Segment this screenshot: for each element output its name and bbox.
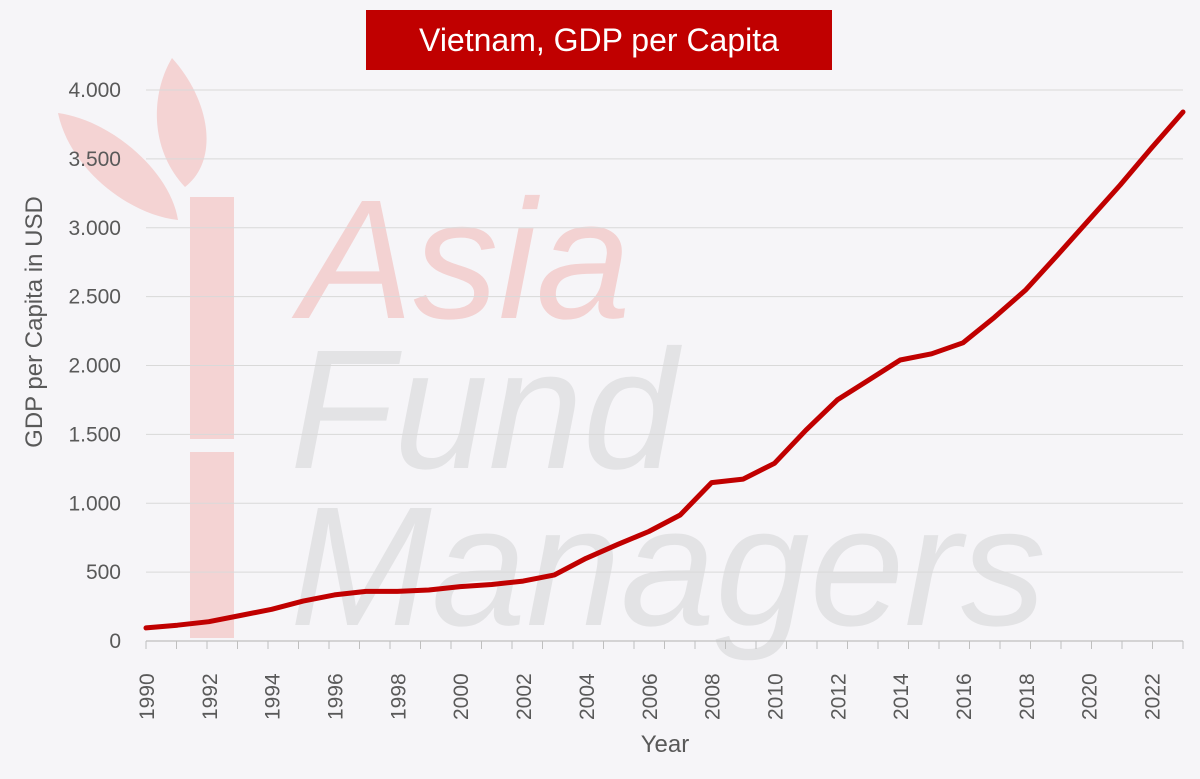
x-tick-label: 2018 <box>1016 673 1039 720</box>
chart-title: Vietnam, GDP per Capita <box>419 22 779 58</box>
gridlines <box>146 89 1183 573</box>
x-tick-label: 2022 <box>1142 673 1165 720</box>
y-tick-label: 3.500 <box>68 148 121 171</box>
y-tick-label: 1.500 <box>68 423 121 446</box>
y-axis: 0 500 1.000 1.500 2.000 2.500 3.000 3.500 4.000 <box>68 79 121 653</box>
watermark-text: Asia Fund Managers <box>290 165 1046 662</box>
x-tick-label: 2012 <box>827 673 850 720</box>
x-tick-label: 2020 <box>1079 673 1102 720</box>
watermark-leaf-left <box>58 113 178 220</box>
y-tick-label: 500 <box>86 561 121 584</box>
watermark-line-asia: Asia <box>291 165 631 355</box>
watermark-line-managers: Managers <box>290 472 1046 662</box>
y-tick-label: 2.500 <box>68 286 121 309</box>
x-tick-label: 2016 <box>953 673 976 720</box>
x-tick-label: 2014 <box>890 673 913 720</box>
x-tick-label: 1998 <box>387 673 410 720</box>
y-tick-label: 3.000 <box>68 217 121 240</box>
chart-title-box: Vietnam, GDP per Capita <box>366 10 832 70</box>
x-tick-label: 2008 <box>702 673 725 720</box>
series-group <box>143 109 1186 631</box>
watermark-line-fund: Fund <box>290 315 683 505</box>
watermark-stalk-upper <box>190 197 234 439</box>
watermark-leaf-top <box>156 58 207 187</box>
series-line <box>143 109 1186 631</box>
y-tick-label: 4.000 <box>68 79 121 102</box>
x-axis-title: Year <box>641 731 690 758</box>
x-tick-label: 2000 <box>450 673 473 720</box>
y-axis-title: GDP per Capita in USD <box>21 196 48 448</box>
x-axis: 1990 1992 1994 1996 1998 2000 2002 2004 2006 2008… <box>136 640 1184 720</box>
watermark-stalk-lower <box>190 452 234 638</box>
y-tick-label: 1.000 <box>68 492 121 515</box>
x-tick-label: 1990 <box>136 673 159 720</box>
x-tick-label: 1992 <box>199 673 222 720</box>
x-tick-label: 1996 <box>325 673 348 720</box>
x-tick-label: 2006 <box>639 673 662 720</box>
x-tick-label: 2010 <box>764 673 787 720</box>
chart-title-background <box>366 10 832 70</box>
x-tick-label: 1994 <box>262 673 285 720</box>
watermark-logo <box>58 58 234 638</box>
x-tick-label: 2004 <box>576 673 599 720</box>
x-tick-label: 2002 <box>513 673 536 720</box>
y-tick-label: 0 <box>109 630 121 653</box>
y-tick-label: 2.000 <box>68 355 121 378</box>
